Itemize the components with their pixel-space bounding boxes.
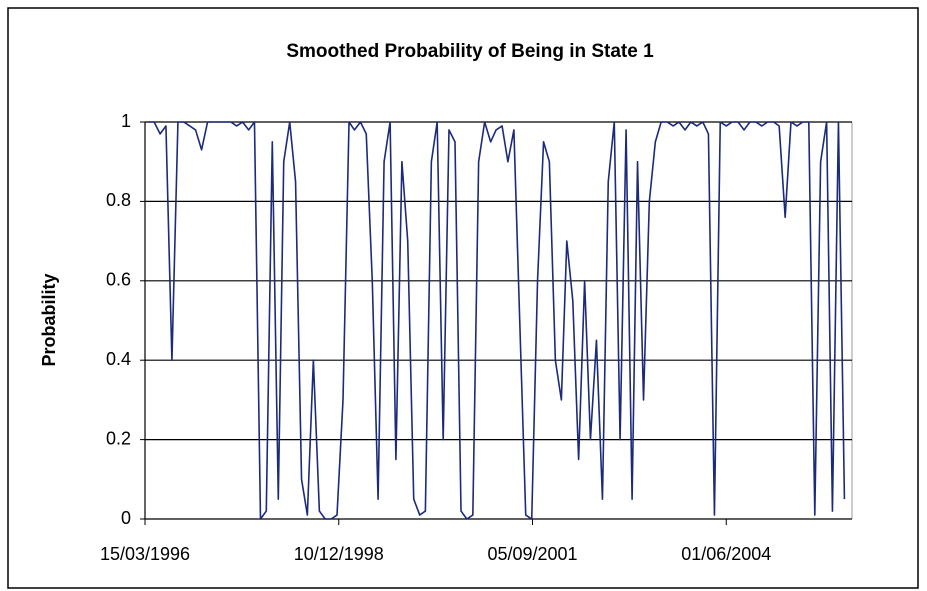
y-tick-label: 0.2 xyxy=(106,428,131,448)
y-tick-label: 1 xyxy=(121,111,131,131)
y-axis-label: Probability xyxy=(39,273,59,366)
y-tick-label: 0.8 xyxy=(106,190,131,210)
x-tick-label: 15/03/1996 xyxy=(100,544,190,564)
data-line xyxy=(148,121,846,520)
y-tick-label: 0 xyxy=(121,508,131,528)
x-tick-label: 10/12/1998 xyxy=(294,544,384,564)
y-tick-label: 0.6 xyxy=(106,270,131,290)
chart-frame xyxy=(7,7,919,589)
y-tick-label: 0.4 xyxy=(106,349,131,369)
chart-title: Smoothed Probability of Being in State 1 xyxy=(286,41,654,62)
x-tick-label: 05/09/2001 xyxy=(487,544,577,564)
x-tick-label: 01/06/2004 xyxy=(681,544,771,564)
